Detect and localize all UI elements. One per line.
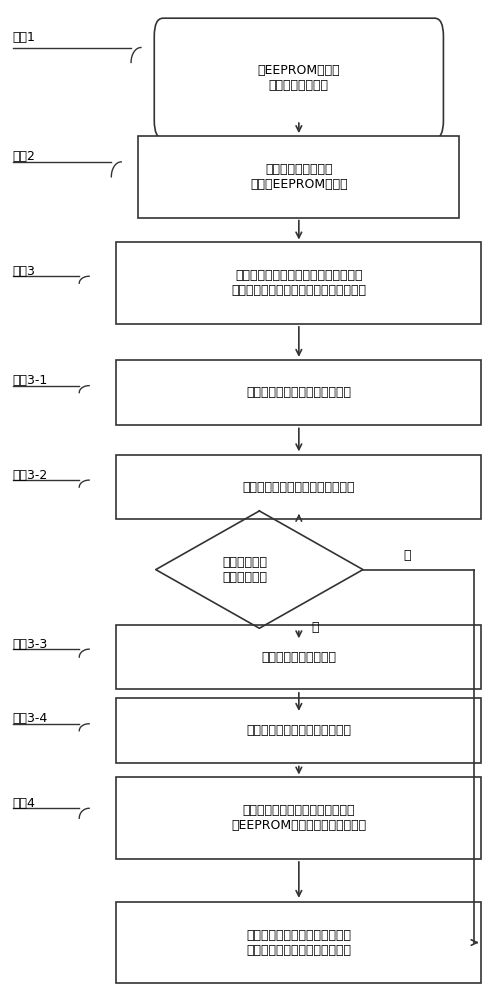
Bar — [116, 902, 482, 983]
Text: 步骤3-4: 步骤3-4 — [12, 712, 48, 725]
Bar — [116, 625, 482, 689]
Text: 确定里程数据校正模版: 确定里程数据校正模版 — [261, 651, 336, 664]
Text: 步骤3: 步骤3 — [12, 265, 35, 278]
Text: 对存储单元中无效数据进行校正: 对存储单元中无效数据进行校正 — [247, 724, 351, 737]
Text: 车辆启动时将总里程
数据从EEPROM中读出: 车辆启动时将总里程 数据从EEPROM中读出 — [250, 163, 348, 191]
Text: 步骤3-2: 步骤3-2 — [12, 469, 48, 482]
Text: 数据是否满足
一致性检验？: 数据是否满足 一致性检验？ — [222, 556, 267, 584]
FancyBboxPatch shape — [154, 18, 444, 139]
Text: 在EEPROM中分配
并初始化存储单元: 在EEPROM中分配 并初始化存储单元 — [257, 64, 340, 92]
Text: 步骤3-1: 步骤3-1 — [12, 374, 48, 387]
Bar — [116, 455, 482, 519]
Bar — [116, 777, 482, 859]
Text: 车辆行驶时，总里程每增加一公里
将EEPROM中总里程数据更新一次: 车辆行驶时，总里程每增加一公里 将EEPROM中总里程数据更新一次 — [231, 804, 366, 832]
Bar — [116, 242, 482, 324]
Bar — [116, 360, 482, 425]
Text: 步骤1: 步骤1 — [12, 31, 35, 44]
Text: 否: 否 — [404, 549, 411, 562]
Bar — [139, 136, 459, 218]
Bar — [116, 698, 482, 763]
Text: 提取出存储单元中里程数据特征: 提取出存储单元中里程数据特征 — [247, 386, 351, 399]
Text: 对存储单元中的数据作一致性检验: 对存储单元中的数据作一致性检验 — [243, 481, 355, 494]
Text: 步骤4: 步骤4 — [12, 797, 35, 810]
Text: 拒绝做出识别，并通知车辆电子
控制单元存储单元发生严重故障: 拒绝做出识别，并通知车辆电子 控制单元存储单元发生严重故障 — [247, 929, 351, 957]
Text: 对存储单元中的数据进行分析，识别出
损坏的存储单元，并校正无效的里程数据: 对存储单元中的数据进行分析，识别出 损坏的存储单元，并校正无效的里程数据 — [232, 269, 366, 297]
Text: 步骤2: 步骤2 — [12, 150, 35, 163]
Text: 步骤3-3: 步骤3-3 — [12, 638, 48, 651]
Text: 是: 是 — [311, 621, 319, 634]
